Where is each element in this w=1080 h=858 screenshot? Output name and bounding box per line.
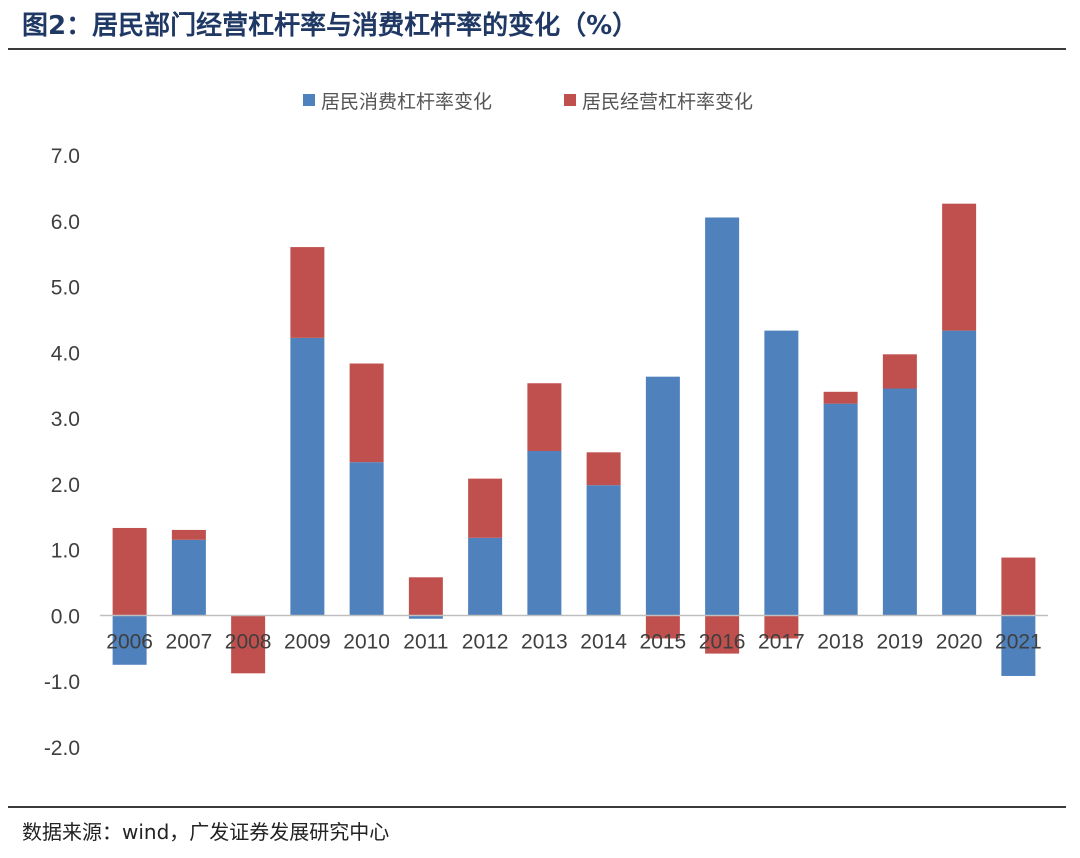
x-tick-label: 2009 [284,630,331,653]
x-tick-label: 2016 [699,630,746,653]
x-tick-label: 2006 [106,630,153,653]
x-tick-label: 2017 [758,630,805,653]
bar-business [349,363,384,463]
y-tick-label: 7.0 [51,145,80,168]
bar-consumer [408,615,443,619]
legend-label: 居民消费杠杆率变化 [321,91,492,113]
bar-consumer [527,451,562,616]
bar-business [942,203,977,331]
x-tick-label: 2018 [817,630,864,653]
bar-business [705,615,740,654]
x-tick-label: 2012 [462,630,509,653]
x-tick-label: 2014 [580,630,627,653]
bar-business [586,452,621,486]
bar-consumer [823,403,858,616]
bar-business [231,615,266,674]
bar-consumer [645,376,680,616]
legend-label: 居民经营杠杆率变化 [582,91,753,113]
y-tick-label: 3.0 [51,408,80,431]
x-tick-label: 2011 [403,630,448,653]
bar-business [527,383,562,451]
bar-consumer [290,337,325,616]
x-tick-label: 2013 [521,630,568,653]
source-divider [8,806,1066,808]
legend-swatch [564,94,576,106]
title-divider [8,48,1066,50]
y-tick-label: 6.0 [51,211,80,234]
source-note: 数据来源：wind，广发证券发展研究中心 [22,820,390,844]
bar-business [468,478,503,538]
bar-consumer [942,330,977,616]
bar-consumer [1001,615,1036,676]
legend-swatch [303,94,315,106]
chart-title: 图2：居民部门经营杠杆率与消费杠杆率的变化（%） [22,11,639,41]
x-tick-label: 2015 [640,630,687,653]
x-axis: 2006 2007 2008 2009 2010 2011 2012 2013 2014 2015… [106,630,1041,653]
x-tick-label: 2008 [225,630,272,653]
bar-business [764,615,799,639]
x-tick-label: 2019 [877,630,924,653]
y-tick-label: 5.0 [51,277,80,300]
y-tick-label: -2.0 [44,737,80,760]
bar-business [408,577,443,616]
bar-business [882,354,917,389]
y-tick-label: 2.0 [51,474,80,497]
bar-business [290,247,325,338]
y-axis: 7.0 6.0 5.0 4.0 3.0 2.0 1.0 0.0 -1.0 -2.0 [44,145,80,760]
x-tick-label: 2007 [166,630,213,653]
bar-consumer [112,615,147,665]
x-tick-label: 2021 [995,630,1042,653]
y-tick-label: 0.0 [51,605,80,628]
legend: 居民消费杠杆率变化 居民经营杠杆率变化 [303,91,753,113]
bar-consumer [764,330,799,616]
bar-business [171,529,206,540]
bar-consumer [468,537,503,616]
y-tick-label: -1.0 [44,671,80,694]
bar-consumer [586,485,621,616]
y-tick-label: 4.0 [51,342,80,365]
bars [112,203,1036,676]
x-tick-label: 2020 [936,630,983,653]
bar-business [1001,557,1036,616]
bar-business [823,391,858,404]
bar-consumer [349,462,384,616]
stacked-bar-chart: 居民消费杠杆率变化 居民经营杠杆率变化 7.0 6.0 5.0 4.0 3.0 2.0 1.0… [44,91,1048,760]
bar-consumer [882,388,917,616]
bar-business [645,615,680,639]
bar-consumer [171,539,206,616]
bar-business [112,527,147,616]
bar-consumer [705,217,740,616]
x-tick-label: 2010 [343,630,390,653]
y-tick-label: 1.0 [51,540,80,563]
